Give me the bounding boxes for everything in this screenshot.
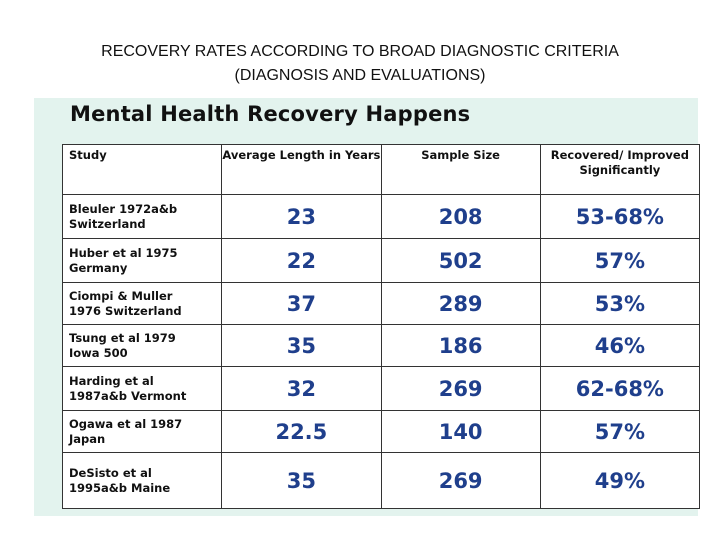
- table-row: Huber et al 1975 Germany 22 502 57%: [61, 238, 701, 283]
- sample-cell: 289: [380, 282, 541, 325]
- years-cell: 35: [221, 452, 382, 509]
- sample-cell: 208: [380, 194, 541, 239]
- years-cell: 22: [221, 238, 382, 283]
- recovered-cell: 49%: [539, 452, 701, 509]
- table-row: Tsung et al 1979 Iowa 500 35 186 46%: [61, 324, 701, 367]
- content-panel: Mental Health Recovery Happens Study Ave…: [34, 98, 701, 516]
- table-row: Ogawa et al 1987 Japan 22.5 140 57%: [61, 410, 701, 453]
- slide-title-line-1: RECOVERY RATES ACCORDING TO BROAD DIAGNO…: [101, 43, 619, 60]
- sample-cell: 269: [380, 366, 541, 411]
- study-cell: Bleuler 1972a&b Switzerland: [61, 194, 223, 239]
- sample-cell: 269: [380, 452, 541, 509]
- table-row: Harding et al 1987a&b Vermont 32 269 62-…: [61, 366, 701, 411]
- study-cell: Ogawa et al 1987 Japan: [61, 410, 223, 453]
- recovery-rates-table: Study Average Length in Years Sample Siz…: [61, 144, 701, 509]
- sample-cell: 502: [380, 238, 541, 283]
- table-row: Ciompi & Muller 1976 Switzerland 37 289 …: [61, 282, 701, 325]
- study-cell: Tsung et al 1979 Iowa 500: [61, 324, 223, 367]
- recovered-cell: 53-68%: [539, 194, 701, 239]
- header-average-length: Average Length in Years: [221, 144, 382, 195]
- slide-title: RECOVERY RATES ACCORDING TO BROAD DIAGNO…: [0, 40, 720, 88]
- years-cell: 35: [221, 324, 382, 367]
- panel-heading: Mental Health Recovery Happens: [70, 102, 471, 126]
- years-cell: 37: [221, 282, 382, 325]
- study-cell: Ciompi & Muller 1976 Switzerland: [61, 282, 223, 325]
- years-cell: 32: [221, 366, 382, 411]
- recovered-cell: 62-68%: [539, 366, 701, 411]
- header-recovered: Recovered/ Improved Significantly: [539, 144, 701, 195]
- slide-title-line-2: (DIAGNOSIS AND EVALUATIONS): [234, 67, 486, 84]
- recovered-cell: 57%: [539, 238, 701, 283]
- table-row: DeSisto et al 1995a&b Maine 35 269 49%: [61, 452, 701, 509]
- header-sample-size: Sample Size: [380, 144, 541, 195]
- table-header-row: Study Average Length in Years Sample Siz…: [61, 144, 701, 195]
- table-row: Bleuler 1972a&b Switzerland 23 208 53-68…: [61, 194, 701, 239]
- recovered-cell: 53%: [539, 282, 701, 325]
- header-study: Study: [61, 144, 223, 195]
- sample-cell: 186: [380, 324, 541, 367]
- study-cell: DeSisto et al 1995a&b Maine: [61, 452, 223, 509]
- sample-cell: 140: [380, 410, 541, 453]
- study-cell: Harding et al 1987a&b Vermont: [61, 366, 223, 411]
- recovered-cell: 46%: [539, 324, 701, 367]
- recovered-cell: 57%: [539, 410, 701, 453]
- years-cell: 23: [221, 194, 382, 239]
- years-cell: 22.5: [221, 410, 382, 453]
- study-cell: Huber et al 1975 Germany: [61, 238, 223, 283]
